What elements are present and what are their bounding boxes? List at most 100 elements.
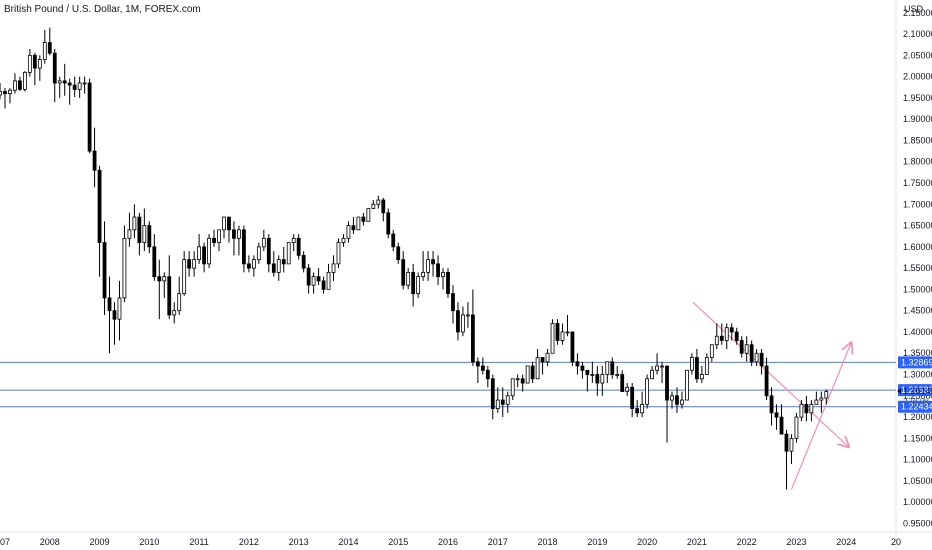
candle-body	[635, 408, 640, 414]
candle-body	[202, 246, 206, 265]
y-tick-label: 1.10000	[903, 455, 932, 465]
candle-body	[386, 212, 391, 235]
candle-body	[117, 297, 122, 320]
y-tick-label: 2.15000	[903, 8, 932, 18]
candle-body	[296, 237, 301, 256]
candle-body	[197, 246, 202, 261]
candle-body	[475, 361, 480, 367]
y-tick-label: 1.45000	[903, 306, 932, 316]
candle-body	[436, 263, 440, 278]
candle-body	[222, 216, 226, 231]
candle-body	[739, 340, 744, 354]
candle-body	[232, 229, 236, 239]
candle-body	[127, 229, 132, 239]
candle-body	[699, 374, 704, 380]
candle-body	[316, 276, 321, 282]
candle-body	[172, 310, 177, 316]
candle-body	[301, 254, 306, 269]
y-tick-label: 1.05000	[903, 476, 932, 486]
candle-body	[286, 242, 291, 265]
candle-body	[401, 259, 406, 286]
candle-body	[570, 331, 575, 363]
candle-body	[774, 412, 779, 418]
candle-body	[157, 276, 162, 282]
candle-body	[560, 331, 565, 341]
candle-body	[545, 352, 550, 363]
candle-body	[600, 374, 605, 384]
candle-body	[102, 242, 107, 299]
candle-body	[32, 54, 37, 69]
y-tick-label: 1.35000	[903, 348, 932, 358]
candle-body	[396, 246, 401, 261]
candle-body	[550, 323, 555, 354]
candle-body	[351, 225, 356, 231]
x-tick-label: 2017	[488, 537, 508, 547]
trendline	[790, 343, 851, 490]
candle-body	[22, 71, 27, 90]
candle-body	[779, 416, 784, 435]
candle-body	[580, 365, 585, 371]
y-tick-label: 1.80000	[903, 157, 932, 167]
candle-body	[520, 378, 525, 384]
candle-body	[13, 80, 17, 91]
chart-title: British Pound / U.S. Dollar, 1M, FOREX.c…	[4, 4, 201, 15]
candle-body	[152, 246, 157, 278]
y-tick-label: 1.15000	[903, 433, 932, 443]
candle-body	[680, 399, 684, 405]
candle-body	[336, 242, 341, 265]
candle-body	[441, 271, 445, 278]
candle-body	[824, 391, 829, 399]
candle-body	[485, 369, 490, 380]
candle-body	[595, 374, 600, 384]
candle-body	[615, 374, 620, 376]
y-tick-label: 1.50000	[903, 284, 932, 294]
candle-body	[655, 365, 659, 371]
x-tick-label: 2018	[538, 537, 558, 547]
candle-body	[52, 52, 57, 84]
candle-body	[391, 233, 396, 248]
candle-body	[799, 403, 804, 418]
candle-body	[690, 357, 694, 371]
candle-body	[451, 293, 455, 312]
candle-body	[620, 374, 625, 392]
candle-body	[675, 395, 679, 405]
y-tick-label: 1.60000	[903, 242, 932, 252]
level-price-label	[898, 400, 932, 413]
candle-body	[246, 263, 251, 269]
candle-body	[466, 314, 470, 317]
candle-body	[212, 237, 216, 243]
x-tick-label: 2007	[0, 537, 10, 547]
candle-body	[470, 314, 475, 363]
candle-body	[122, 237, 127, 299]
candle-body	[480, 365, 485, 371]
x-tick-label: 2016	[438, 537, 458, 547]
candle-body	[625, 386, 630, 392]
candle-body	[540, 357, 545, 363]
candle-body	[107, 297, 112, 312]
candle-body	[371, 203, 376, 209]
candle-body	[510, 378, 515, 397]
candle-body	[411, 271, 416, 295]
x-tick-label: 20	[891, 537, 901, 547]
candle-body	[759, 352, 764, 367]
candle-body	[685, 369, 689, 401]
y-tick-label: 2.10000	[903, 29, 932, 39]
candle-body	[182, 259, 187, 295]
candle-body	[132, 216, 137, 231]
candle-body	[500, 399, 505, 405]
candle-body	[814, 399, 819, 405]
candle-body	[3, 91, 7, 95]
level-price-text: 1.26333	[901, 385, 932, 395]
candle-body	[67, 82, 72, 86]
y-tick-label: 1.75000	[903, 178, 932, 188]
candle-body	[311, 276, 316, 286]
candle-body	[694, 357, 699, 380]
candle-body	[331, 263, 336, 273]
candle-body	[804, 403, 809, 414]
candle-body	[276, 259, 281, 273]
y-tick-label: 1.20000	[903, 412, 932, 422]
